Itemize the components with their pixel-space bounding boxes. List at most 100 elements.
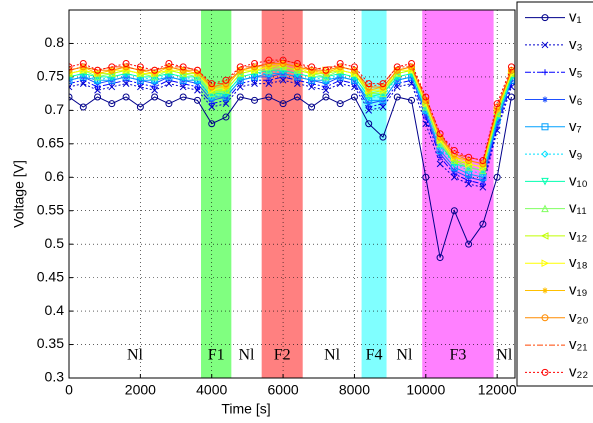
y-tick-label: 0.3	[45, 369, 65, 385]
y-tick-label: 0.55	[37, 201, 64, 217]
marker	[94, 66, 102, 74]
phase-band	[201, 10, 232, 378]
marker	[479, 157, 487, 165]
marker	[308, 63, 316, 71]
marker	[208, 120, 216, 128]
legend-label: v₂₁	[569, 336, 587, 353]
marker	[151, 66, 159, 74]
marker	[322, 76, 330, 84]
marker	[293, 80, 301, 87]
marker	[479, 220, 487, 228]
y-tick-label: 0.45	[37, 268, 64, 284]
series-line	[69, 59, 512, 162]
marker	[193, 96, 201, 104]
marker	[450, 207, 458, 215]
marker	[365, 120, 373, 128]
y-axis-label: Voltage [V]	[11, 160, 27, 228]
marker	[69, 66, 73, 74]
marker	[464, 166, 473, 175]
y-tick-label: 0.75	[37, 68, 64, 84]
y-tick-label: 0.4	[45, 302, 65, 318]
marker	[541, 14, 549, 22]
marker	[322, 66, 330, 74]
marker	[69, 93, 73, 101]
marker	[293, 93, 301, 101]
marker	[422, 93, 430, 101]
marker	[422, 173, 430, 181]
series-line	[69, 76, 512, 185]
marker	[193, 72, 202, 81]
marker	[122, 63, 130, 71]
marker	[79, 63, 87, 71]
marker	[541, 204, 549, 213]
marker	[265, 69, 273, 78]
marker	[365, 83, 373, 91]
legend-label: v₂₂	[569, 363, 588, 380]
legend-label: v₁₈	[569, 254, 588, 271]
plot-frame	[68, 9, 516, 379]
phase-label: Nl	[396, 347, 413, 364]
marker	[179, 83, 187, 91]
x-tick-label: 4000	[196, 382, 227, 398]
x-axis-label: Time [s]	[221, 401, 270, 417]
marker	[122, 80, 130, 87]
marker	[136, 63, 144, 71]
marker	[479, 160, 487, 168]
marker	[208, 103, 216, 111]
marker	[207, 89, 216, 98]
marker	[336, 63, 344, 71]
y-tick-label: 0.8	[45, 34, 65, 50]
phase-band	[361, 10, 387, 378]
marker	[179, 63, 187, 71]
marker	[479, 170, 487, 178]
x-tick-label: 0	[65, 382, 73, 398]
legend-label: v₂₀	[569, 309, 589, 326]
marker	[279, 76, 287, 84]
marker	[350, 63, 358, 71]
legend-label: v₁₀	[569, 172, 588, 189]
marker	[69, 76, 73, 84]
marker	[94, 93, 102, 101]
marker	[379, 80, 387, 88]
series-line	[69, 79, 512, 188]
marker	[479, 166, 487, 175]
marker	[322, 72, 330, 81]
marker	[265, 56, 273, 64]
marker	[165, 80, 173, 87]
marker	[541, 259, 550, 268]
marker	[69, 83, 73, 91]
marker	[236, 63, 244, 71]
legend-label: v₁	[569, 9, 582, 26]
legend-label: v₁₂	[569, 227, 588, 244]
marker	[464, 163, 473, 171]
marker	[222, 76, 230, 84]
marker	[436, 160, 444, 168]
x-tick-label: 12000	[478, 382, 517, 398]
marker	[179, 93, 187, 101]
marker	[465, 240, 473, 248]
marker	[322, 93, 330, 101]
marker	[122, 93, 130, 101]
phase-label: F1	[208, 347, 225, 364]
marker	[436, 133, 444, 141]
marker	[541, 314, 549, 322]
marker	[322, 86, 330, 94]
marker	[236, 93, 244, 101]
legend-label: v₆	[569, 90, 583, 107]
marker	[336, 60, 344, 68]
legend-label: v₇	[569, 118, 582, 135]
marker	[393, 83, 401, 91]
x-tick-label: 10000	[406, 382, 445, 398]
y-tick-label: 0.6	[45, 168, 65, 184]
y-tick-label: 0.5	[45, 235, 65, 251]
legend-label: v₁₁	[569, 200, 587, 217]
phase-band	[422, 10, 494, 378]
legend-label: v₉	[569, 145, 583, 162]
marker	[493, 100, 501, 108]
marker	[379, 133, 387, 141]
marker	[208, 93, 216, 101]
marker	[251, 80, 258, 87]
marker	[450, 147, 458, 155]
marker	[465, 153, 473, 161]
marker	[94, 86, 101, 94]
